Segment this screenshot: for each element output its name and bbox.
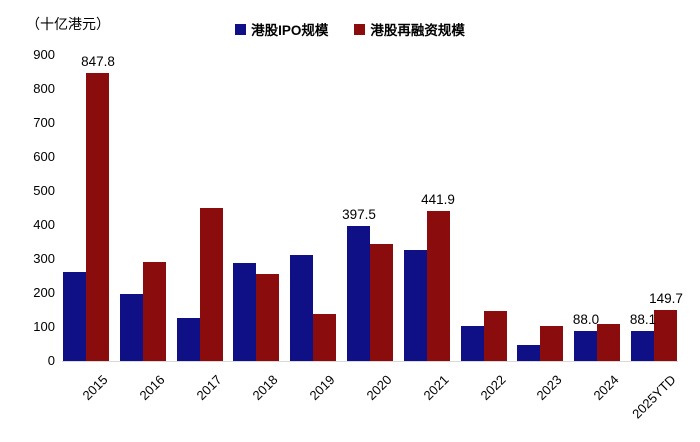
bar-ipo-2024: [574, 331, 597, 361]
bar-ipo-2022: [461, 326, 484, 361]
y-axis-tick-200: 200: [33, 285, 55, 300]
legend-swatch-refinancing: [354, 23, 366, 35]
y-axis-tick-900: 900: [33, 47, 55, 62]
bar-refinancing-2023: [540, 326, 563, 361]
bar-ipo-2019: [290, 255, 313, 361]
y-axis-tick-300: 300: [33, 251, 55, 266]
bar-refinancing-2024: [597, 324, 620, 361]
data-label-refinancing-2021: 441.9: [421, 192, 455, 207]
legend-label-refinancing: 港股再融资规模: [370, 23, 465, 38]
x-axis-label-2015: 2015: [79, 372, 111, 404]
data-label-ipo-2020: 397.5: [342, 207, 376, 222]
data-label-refinancing-2025YTD: 149.7: [649, 291, 683, 306]
bar-refinancing-2018: [256, 274, 279, 361]
bar-ipo-2023: [517, 345, 540, 361]
bar-ipo-2020: [347, 226, 370, 361]
y-axis-unit-label: （十亿港元）: [26, 16, 110, 32]
bar-refinancing-2022: [484, 311, 507, 361]
y-axis-tick-500: 500: [33, 183, 55, 198]
y-axis-tick-800: 800: [33, 81, 55, 96]
y-axis-tick-600: 600: [33, 149, 55, 164]
bar-ipo-2016: [120, 294, 143, 361]
y-axis-tick-100: 100: [33, 319, 55, 334]
data-label-refinancing-2015: 847.8: [81, 54, 115, 69]
bar-refinancing-2016: [143, 262, 166, 361]
x-axis-line: [62, 361, 678, 362]
bar-ipo-2025YTD: [631, 331, 654, 361]
x-axis-label-2021: 2021: [420, 372, 452, 404]
legend-item-refinancing: 港股再融资规模: [354, 19, 465, 39]
x-axis-label-2019: 2019: [306, 372, 338, 404]
bar-refinancing-2020: [370, 244, 393, 361]
bar-ipo-2017: [177, 318, 200, 361]
y-axis-tick-700: 700: [33, 115, 55, 130]
bar-refinancing-2017: [200, 208, 223, 361]
x-axis-label-2024: 2024: [590, 372, 622, 404]
x-axis-label-2017: 2017: [193, 372, 225, 404]
x-axis-label-2016: 2016: [136, 372, 168, 404]
y-axis-tick-0: 0: [47, 353, 55, 368]
legend-item-ipo: 港股IPO规模: [235, 19, 328, 39]
bar-refinancing-2021: [427, 211, 450, 361]
bar-ipo-2018: [233, 263, 256, 361]
data-label-ipo-2024: 88.0: [572, 312, 600, 327]
bar-ipo-2021: [404, 250, 427, 361]
x-axis-label-2018: 2018: [249, 372, 281, 404]
data-label-ipo-2025YTD: 88.1: [629, 312, 657, 327]
x-axis-label-2023: 2023: [533, 372, 565, 404]
legend-label-ipo: 港股IPO规模: [251, 23, 329, 38]
y-axis-tick-400: 400: [33, 217, 55, 232]
bar-refinancing-2015: [86, 73, 109, 361]
x-axis-label-2020: 2020: [363, 372, 395, 404]
x-axis-label-2025YTD: 2025YTD: [629, 372, 679, 422]
bar-ipo-2015: [63, 272, 86, 361]
legend-swatch-ipo: [235, 23, 247, 35]
legend: 港股IPO规模 港股再融资规模: [0, 19, 700, 39]
bar-refinancing-2025YTD: [654, 310, 677, 361]
bar-refinancing-2019: [313, 314, 336, 361]
x-axis-label-2022: 2022: [477, 372, 509, 404]
